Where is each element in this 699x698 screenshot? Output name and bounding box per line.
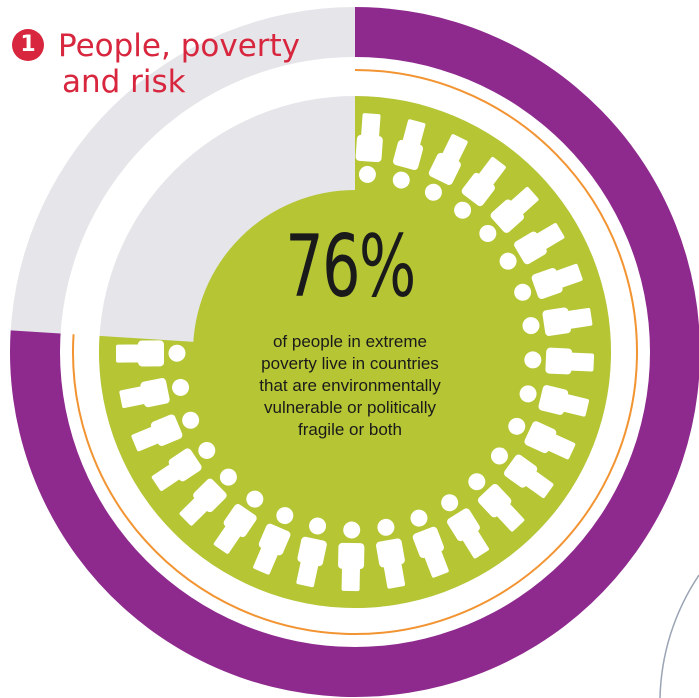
person-icon: [392, 119, 426, 189]
person-icon: [119, 377, 190, 409]
person-icon: [522, 307, 593, 336]
caption-line: fragile or both: [298, 420, 402, 439]
big-stat-value: 76%: [285, 217, 416, 317]
person-icon: [151, 441, 216, 491]
person-icon: [499, 223, 565, 270]
decorative-arc: [659, 574, 699, 698]
person-icon: [424, 134, 468, 201]
stat-caption: of people in extreme poverty live in cou…: [220, 331, 480, 441]
person-icon: [179, 468, 237, 526]
inner-ring-orange-share: [72, 69, 638, 635]
person-icon: [514, 263, 583, 301]
person-icon: [131, 411, 200, 452]
person-icon: [454, 156, 506, 219]
person-icon: [468, 473, 525, 532]
person-icon: [479, 186, 539, 242]
title-line-1: 1 People, poverty: [12, 28, 300, 64]
person-icon: [213, 490, 264, 554]
title-block: 1 People, poverty and risk: [12, 28, 300, 100]
person-icon: [296, 517, 327, 588]
inner-disc-green-center: [193, 190, 517, 514]
person-icon: [508, 417, 576, 460]
person-icon: [376, 518, 406, 589]
person-icon: [441, 494, 489, 559]
caption-line: that are environmentally: [259, 376, 441, 395]
person-icon: [524, 347, 595, 375]
person-icon: [410, 509, 449, 578]
section-number-badge: 1: [12, 28, 44, 61]
people-icons: [115, 113, 595, 592]
caption-line: poverty live in countries: [261, 354, 439, 373]
caption-line: of people in extreme: [272, 332, 428, 351]
person-icon: [338, 521, 365, 592]
person-icon: [115, 340, 186, 367]
person-icon: [253, 507, 294, 575]
person-icon: [355, 113, 383, 183]
title-text-1: People, poverty: [58, 28, 301, 64]
title-line-2: and risk: [62, 64, 186, 100]
caption-line: vulnerable or politically: [264, 398, 436, 417]
person-icon: [490, 447, 554, 499]
person-icon: [519, 385, 590, 417]
